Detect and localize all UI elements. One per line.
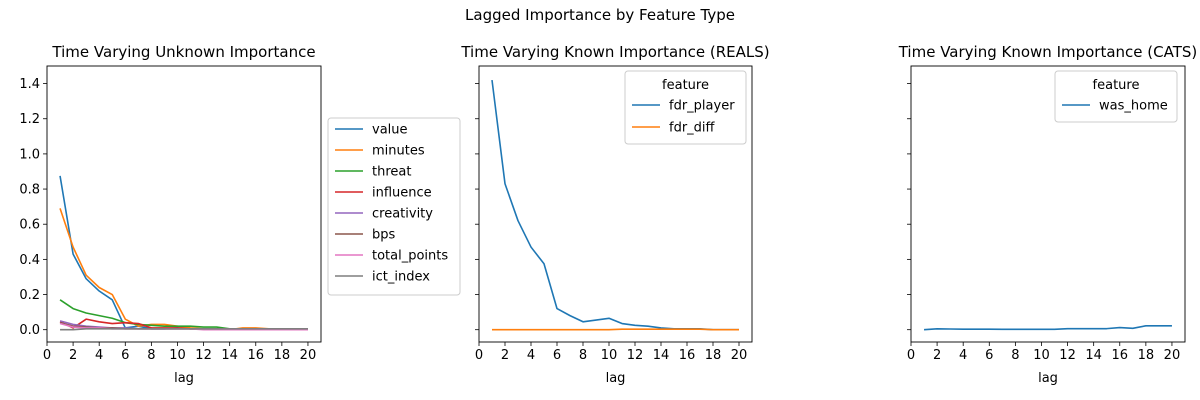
x-tick-label: 20 bbox=[300, 348, 317, 363]
x-tick-label: 16 bbox=[247, 348, 264, 363]
legend-label: ict_index bbox=[372, 270, 430, 285]
chart-title: Time Varying Unknown Importance bbox=[51, 43, 315, 61]
legend-box bbox=[1054, 70, 1178, 123]
x-tick-label: 20 bbox=[731, 348, 748, 363]
legend: feature was_home bbox=[1054, 70, 1178, 123]
legend-title: feature bbox=[1093, 78, 1140, 93]
series-line-ict-index bbox=[60, 328, 308, 331]
x-tick-label: 0 bbox=[475, 348, 483, 363]
chart-title: Time Varying Known Importance (CATS) bbox=[898, 43, 1198, 61]
x-tick-label: 16 bbox=[679, 348, 696, 363]
x-tick-label: 12 bbox=[627, 348, 644, 363]
x-tick-label: 10 bbox=[1033, 348, 1050, 363]
legend-label: total_points bbox=[372, 249, 448, 264]
x-tick-label: 10 bbox=[169, 348, 186, 363]
x-tick-label: 8 bbox=[147, 348, 155, 363]
x-tick-label: 8 bbox=[579, 348, 587, 363]
legend-label: fdr_diff bbox=[669, 121, 716, 136]
x-axis-label: lag bbox=[1038, 371, 1058, 386]
x-tick-label: 18 bbox=[705, 348, 722, 363]
x-tick-label: 8 bbox=[1011, 348, 1019, 363]
x-tick-label: 20 bbox=[1164, 348, 1181, 363]
plot-frame bbox=[910, 65, 1186, 343]
legend-label: threat bbox=[372, 165, 411, 180]
x-tick-label: 14 bbox=[1085, 348, 1102, 363]
series-line-was-home bbox=[923, 325, 1172, 331]
legend-box bbox=[327, 117, 461, 296]
x-axis-label: lag bbox=[174, 371, 194, 386]
legend-label: influence bbox=[372, 186, 432, 201]
y-tick-label: 0.2 bbox=[19, 288, 40, 303]
figure-title: Lagged Importance by Feature Type bbox=[465, 6, 735, 24]
legend-label: fdr_player bbox=[669, 99, 735, 114]
x-tick-label: 2 bbox=[69, 348, 77, 363]
legend: feature fdr_player fdr_diff bbox=[624, 70, 747, 145]
x-axis-label: lag bbox=[606, 371, 626, 386]
chart-title: Time Varying Known Importance (REALS) bbox=[460, 43, 769, 61]
y-tick-label: 0.0 bbox=[19, 323, 40, 338]
y-tick-label: 1.4 bbox=[19, 77, 40, 92]
chart-panel-unknown: Time Varying Unknown Importance 0 2 4 6 8 10 12… bbox=[19, 43, 461, 386]
y-tick-label: 0.4 bbox=[19, 253, 40, 268]
x-tick-label: 0 bbox=[907, 348, 915, 363]
x-tick-label: 4 bbox=[527, 348, 535, 363]
x-tick-label: 18 bbox=[1138, 348, 1155, 363]
x-tick-label: 6 bbox=[121, 348, 129, 363]
x-tick-label: 10 bbox=[601, 348, 618, 363]
plot-frame bbox=[478, 65, 753, 343]
legend-label: was_home bbox=[1099, 99, 1168, 114]
legend-box bbox=[624, 70, 747, 145]
x-tick-label: 12 bbox=[1059, 348, 1076, 363]
y-tick-label: 0.6 bbox=[19, 218, 40, 233]
legend-label: bps bbox=[372, 228, 396, 243]
x-tick-label: 14 bbox=[653, 348, 670, 363]
x-tick-label: 6 bbox=[985, 348, 993, 363]
x-tick-label: 18 bbox=[274, 348, 291, 363]
y-tick-label: 1.2 bbox=[19, 112, 40, 127]
x-tick-label: 2 bbox=[933, 348, 941, 363]
legend-title: feature bbox=[662, 78, 709, 93]
x-tick-label: 14 bbox=[221, 348, 238, 363]
legend-label: minutes bbox=[372, 144, 425, 159]
plot-frame bbox=[46, 65, 322, 343]
x-tick-label: 12 bbox=[195, 348, 212, 363]
x-tick-label: 16 bbox=[1111, 348, 1128, 363]
x-tick-label: 4 bbox=[959, 348, 967, 363]
legend-label: value bbox=[372, 123, 408, 138]
series-line-fdr-diff bbox=[492, 328, 739, 331]
x-tick-label: 6 bbox=[553, 348, 561, 363]
legend: value minutes threat influence creativity bps… bbox=[327, 117, 461, 296]
x-tick-label: 0 bbox=[43, 348, 51, 363]
x-tick-label: 4 bbox=[95, 348, 103, 363]
y-tick-label: 0.8 bbox=[19, 183, 40, 198]
legend-label: creativity bbox=[372, 207, 433, 222]
y-tick-label: 1.0 bbox=[19, 147, 40, 162]
x-tick-label: 2 bbox=[501, 348, 509, 363]
chart-panel-known-reals: Time Varying Known Importance (REALS) 0 2 4… bbox=[460, 43, 769, 386]
chart-panel-known-cats: Time Varying Known Importance (CATS) 0 2 4 6… bbox=[898, 43, 1198, 386]
